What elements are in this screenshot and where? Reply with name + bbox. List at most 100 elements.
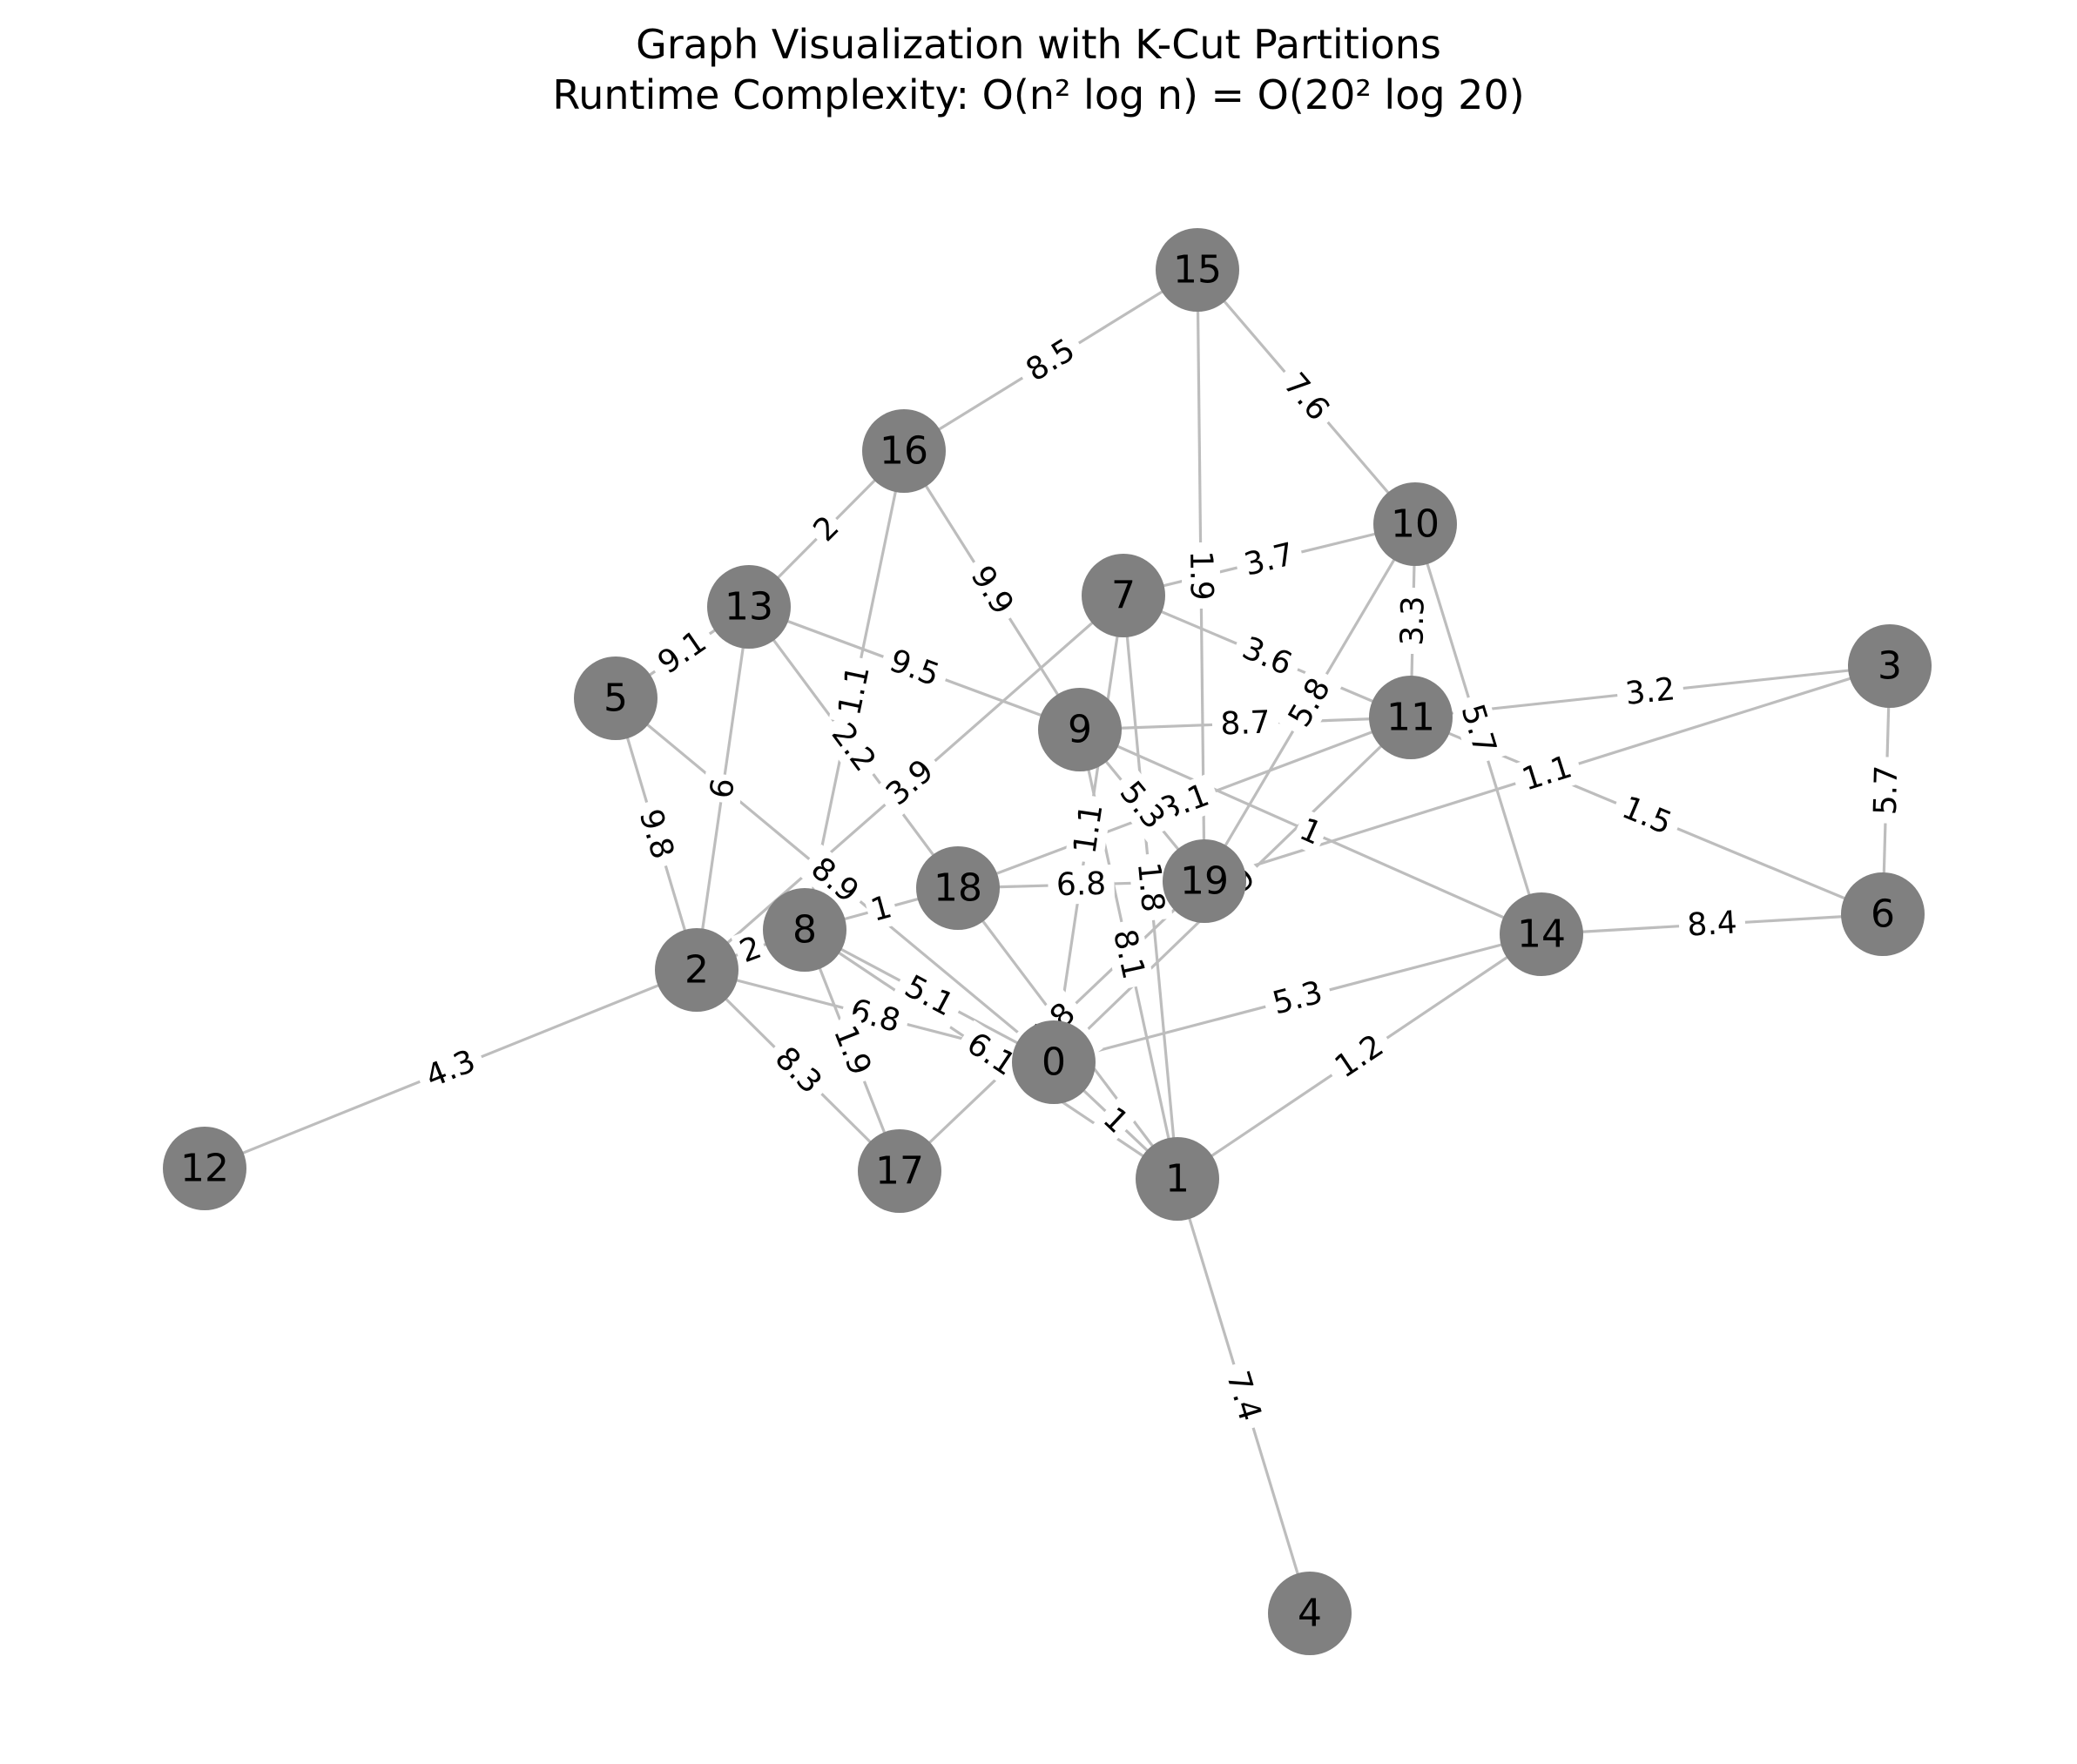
node-label: 15 [1173,248,1222,293]
edge-weight-13-9: 9.5 [876,638,953,698]
edge-weight-3-19: 1.1 [1509,745,1585,802]
node-label: 13 [725,585,773,630]
node-label: 10 [1391,502,1440,547]
node-label: 18 [934,866,982,911]
edge-weight-text: 1.1 [1518,749,1576,798]
edge-weight-background [1211,703,1279,744]
node-circle [1082,554,1165,637]
node-4: 4 [1268,1572,1352,1655]
edge-weight-background [797,844,873,917]
edge-weight-13-2: 6 [701,771,745,805]
node-circle [1163,839,1246,923]
edge-weight-text: 1.9 [1183,550,1219,601]
node-label: 6 [1871,892,1895,937]
node-label: 9 [1068,708,1092,752]
node-13: 13 [707,565,791,649]
edge-weight-background [1229,625,1305,688]
node-circle [1012,1020,1096,1104]
edge-weight-11-6: 1.5 [1608,785,1685,846]
edge-weight-10-7: 3.7 [1232,533,1306,587]
node-circle [1373,482,1457,566]
node-label: 1 [1165,1157,1190,1202]
edge-weight-13-5: 9.1 [644,617,721,688]
edge-weight-background [644,617,721,688]
edge-weight-background [1321,1022,1398,1091]
title-line-1: Graph Visualization with K-Cut Partition… [636,21,1441,68]
node-17: 17 [858,1129,941,1213]
edge-weight-text: 5.7 [1868,764,1905,815]
node-label: 2 [684,948,709,993]
edge-weight-background [628,797,684,872]
edge-weight-text: 8.4 [1686,905,1738,943]
node-16: 16 [862,409,946,493]
edge-weight-background [1215,1358,1272,1434]
edge-weight-background [1106,767,1178,844]
node-3: 3 [1848,624,1932,708]
edge-weight-background [731,926,771,973]
node-2: 2 [655,928,738,1012]
edge-weight-text: 3.3 [1394,596,1431,646]
node-circle [574,656,657,740]
edge-weight-background [872,746,948,819]
edge-weight-background [1047,864,1116,906]
node-label: 8 [792,908,817,953]
edge-weight-11-3: 3.2 [1615,669,1686,715]
node-label: 12 [180,1147,229,1191]
edge-weight-text: 1.1 [832,663,877,718]
edge-weight-background [818,709,889,786]
edge-weight-background [1608,785,1685,846]
edge-weight-background [1276,664,1344,741]
node-circle [1841,872,1925,956]
edge-weight-text: 6.8 [1055,866,1106,904]
node-6: 6 [1841,872,1925,956]
node-circle [655,928,738,1012]
edge-weight-background [1260,971,1335,1026]
edge-weight-16-8: 1.1 [828,654,880,727]
node-label: 16 [880,429,928,474]
edge-weight-background [1509,745,1585,802]
edge-weight-background [413,1039,489,1100]
node-circle [1369,676,1453,759]
node-8: 8 [763,888,846,972]
edge-weight-11-9: 8.7 [1211,703,1279,744]
edge-weight-text: 3.7 [1241,536,1298,582]
edge-weight-background [761,1033,835,1108]
edge-weight-text: 7.4 [1219,1367,1268,1425]
node-7: 7 [1082,554,1165,637]
node-circle [1038,688,1122,771]
node-12: 12 [163,1127,246,1210]
node-circle [707,565,791,649]
edge-weight-background [862,886,900,932]
node-label: 17 [875,1149,924,1194]
edge-weight-text: 8.1 [1106,926,1151,983]
edge-weight-3-6: 5.7 [1865,756,1907,825]
node-0: 0 [1012,1020,1096,1104]
edge-weight-text: 5.3 [1269,974,1326,1021]
edge-weight-background [1128,852,1173,922]
node-circle [1268,1572,1352,1655]
edge-weight-text: 3.2 [1623,671,1676,712]
edge-weight-16-9: 9.9 [958,552,1026,629]
edge-weight-background [891,963,968,1029]
node-11: 11 [1369,676,1453,759]
node-10: 10 [1373,482,1457,566]
edge-weight-2-12: 4.3 [413,1039,489,1100]
node-label: 0 [1042,1040,1066,1085]
edge-weight-9-14: 1 [1290,808,1332,856]
edge-weight-background [1270,359,1343,435]
edge-weight-background [828,654,880,727]
edge-weight-text: 8.7 [1220,704,1271,742]
edge-weight-background [1092,1097,1139,1144]
node-circle [1136,1137,1219,1221]
edge-weight-background [1677,903,1747,946]
edge-weight-background [1290,808,1332,856]
title-line-2: Runtime Complexity: O(n² log n) = O(20² … [552,71,1525,118]
edge-weight-text: 9.8 [632,805,681,864]
node-circle [1848,624,1932,708]
node-19: 19 [1163,839,1246,923]
edge-weight-6-14: 8.4 [1677,903,1747,946]
edge-weight-18-8: 1 [862,886,900,932]
edge-weight-background [958,552,1026,629]
edge-weight-18-19: 6.8 [1047,864,1116,906]
